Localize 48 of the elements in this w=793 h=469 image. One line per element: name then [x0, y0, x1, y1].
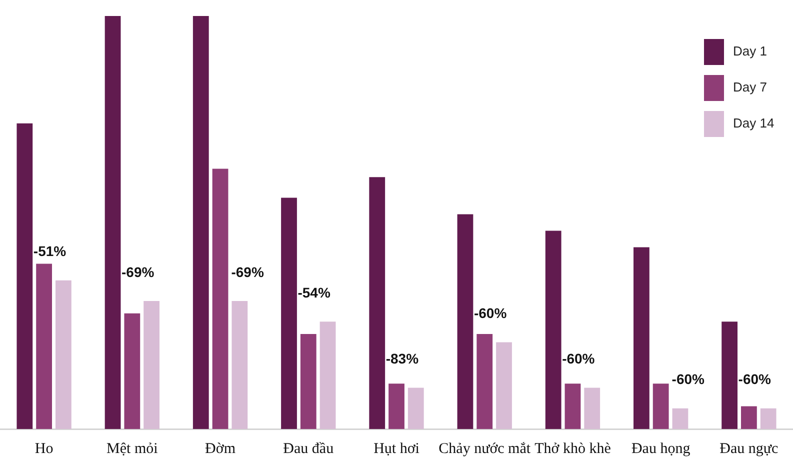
- x-tick-label: Đau đầu: [283, 440, 334, 457]
- bar: [232, 300, 248, 429]
- x-tick-label: Đau ngực: [720, 440, 779, 457]
- annotation: -60%: [672, 371, 706, 388]
- bar: [740, 406, 757, 429]
- annotation: -69%: [122, 264, 155, 280]
- annotation: -60%: [474, 305, 508, 322]
- legend-label: Day 1: [733, 44, 767, 59]
- bar: [722, 322, 738, 429]
- bar: [760, 408, 776, 429]
- x-tick-label: Thở khò khè: [534, 440, 612, 457]
- x-tick-label: Mệt mỏi: [106, 440, 158, 457]
- bar: [104, 16, 121, 429]
- annotation: -69%: [231, 264, 264, 280]
- x-tick-label: Ho: [34, 440, 54, 457]
- x-tick-label: Đờm: [205, 440, 236, 457]
- bar: [192, 16, 209, 429]
- legend-label: Day 7: [733, 80, 767, 95]
- annotation: -83%: [386, 350, 420, 367]
- bar: [408, 388, 424, 429]
- annotation: -60%: [562, 350, 596, 367]
- bar: [124, 313, 140, 429]
- x-tick-label: Hụt hơi: [374, 440, 420, 457]
- bar: [564, 384, 581, 429]
- annotation: -54%: [298, 284, 331, 300]
- bar: [300, 334, 316, 429]
- bar: [369, 177, 386, 429]
- bar: [457, 214, 474, 429]
- bar: [672, 408, 688, 429]
- bar: [545, 230, 562, 429]
- legend-label: Day 14: [733, 116, 774, 131]
- annotation: -51%: [33, 243, 67, 260]
- bar: [212, 168, 228, 429]
- bar: [652, 384, 669, 429]
- bar: [634, 247, 650, 429]
- bar: [496, 342, 512, 429]
- x-tick-label: Chảy nước mắt: [438, 440, 532, 457]
- bar: [584, 388, 600, 429]
- bar: [36, 264, 52, 429]
- bar: [55, 280, 72, 429]
- bar: [16, 123, 33, 429]
- bar: [320, 322, 336, 429]
- bar: [476, 334, 493, 429]
- x-tick-label: Đau họng: [631, 440, 691, 457]
- bar: [144, 300, 160, 429]
- bar: [281, 198, 297, 429]
- bar: [388, 384, 404, 429]
- annotation: -60%: [738, 371, 772, 388]
